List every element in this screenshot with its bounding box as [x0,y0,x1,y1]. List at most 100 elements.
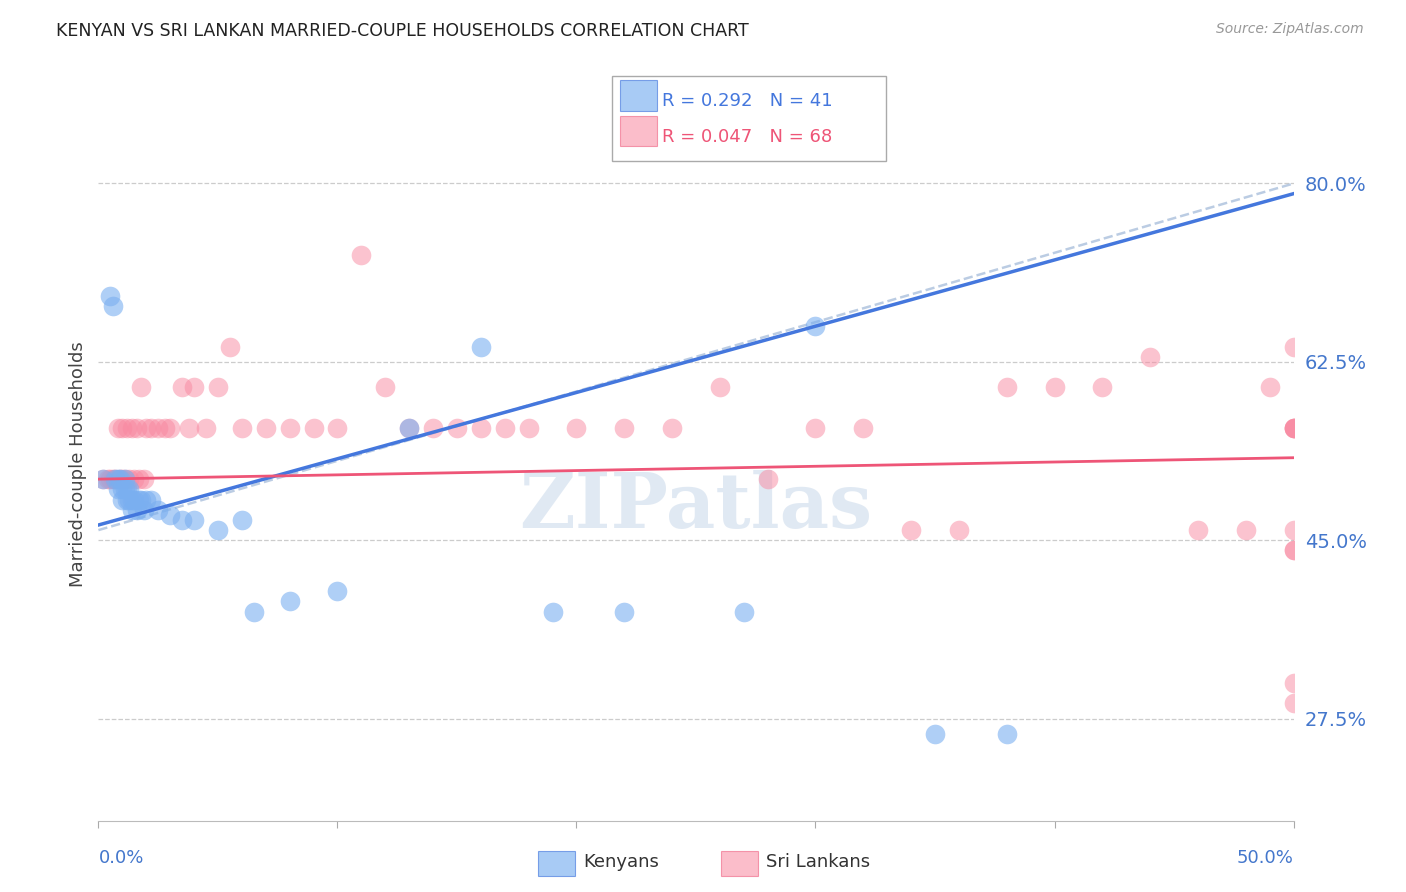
Point [104,472,127,486]
Point [128,472,150,486]
Point [111,492,134,507]
Point [118,492,141,507]
Point [995,727,1018,741]
Point [207,380,229,394]
Point [98,288,122,302]
Point [278,594,301,608]
Point [613,421,636,435]
Point [101,299,124,313]
Point [131,380,153,394]
Text: 0.0%: 0.0% [98,849,143,867]
Point [756,472,779,486]
Point [446,421,468,435]
Point [183,380,205,394]
Point [114,472,136,486]
Point [108,472,131,486]
Point [1282,421,1305,435]
Point [139,421,162,435]
Point [326,584,349,599]
Point [131,492,153,507]
Text: ZIPatlas: ZIPatlas [519,470,873,543]
Point [155,421,177,435]
Point [804,421,827,435]
Point [121,421,143,435]
Point [91,472,114,486]
Point [852,421,875,435]
Point [613,605,636,619]
Point [494,421,516,435]
Point [661,421,683,435]
Point [254,421,277,435]
Point [1258,380,1281,394]
Point [121,502,143,516]
Text: Sri Lankans: Sri Lankans [766,853,870,871]
Point [97,472,120,486]
Point [565,421,588,435]
Point [900,523,922,537]
Point [115,483,138,497]
Point [125,502,148,516]
Point [470,421,492,435]
Point [278,421,301,435]
Point [107,421,129,435]
Y-axis label: Married-couple Households: Married-couple Households [69,341,87,587]
Point [470,340,492,354]
Point [1282,697,1305,711]
Point [111,472,134,486]
Point [159,421,181,435]
Point [517,421,540,435]
Point [924,727,946,741]
Text: KENYAN VS SRI LANKAN MARRIED-COUPLE HOUSEHOLDS CORRELATION CHART: KENYAN VS SRI LANKAN MARRIED-COUPLE HOUS… [56,22,749,40]
Point [219,340,242,354]
Point [1091,380,1114,394]
Text: Kenyans: Kenyans [583,853,659,871]
Point [374,380,396,394]
Point [1282,523,1305,537]
Point [804,319,827,334]
Point [179,421,201,435]
Point [172,513,194,527]
Point [243,605,266,619]
Point [231,421,253,435]
Point [733,605,755,619]
Text: 50.0%: 50.0% [1237,849,1294,867]
Point [125,421,148,435]
Point [148,502,170,516]
Point [98,472,122,486]
Point [995,380,1018,394]
Point [231,513,253,527]
Point [124,492,146,507]
Point [1282,421,1305,435]
Point [1282,421,1305,435]
Point [1187,523,1209,537]
Point [350,248,373,262]
Point [135,421,157,435]
Point [194,421,218,435]
Point [132,472,155,486]
Point [124,472,146,486]
Point [107,483,129,497]
Point [1282,543,1305,558]
Point [183,513,205,527]
Point [115,492,138,507]
Point [91,472,114,486]
Point [1043,380,1066,394]
Point [1234,523,1257,537]
Point [398,421,420,435]
Point [207,523,229,537]
Point [1282,340,1305,354]
Point [326,421,349,435]
Text: Source: ZipAtlas.com: Source: ZipAtlas.com [1216,22,1364,37]
Point [111,421,134,435]
Point [1282,543,1305,558]
Point [422,421,444,435]
Point [108,472,131,486]
Point [104,472,127,486]
Point [1139,350,1161,364]
Point [101,472,124,486]
Point [159,508,181,522]
Point [948,523,970,537]
Point [121,492,143,507]
Point [1282,676,1305,690]
Point [302,421,325,435]
